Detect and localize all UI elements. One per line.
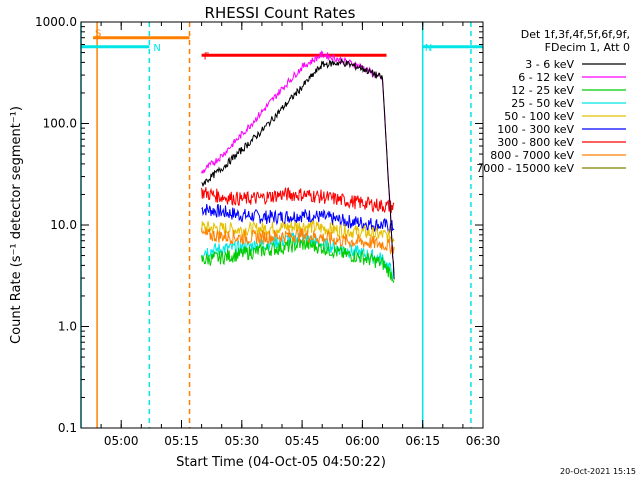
y-axis: 0.1 1.0 10.0 100.0 1000.0 bbox=[35, 15, 483, 435]
legend-label-2: 12 - 25 keV bbox=[511, 84, 574, 97]
legend-label-1: 6 - 12 keV bbox=[518, 71, 574, 84]
state-label-n-1: N bbox=[153, 43, 160, 54]
x-tick-label-0: 05:00 bbox=[104, 434, 139, 448]
state-label-f-3: F bbox=[204, 51, 210, 62]
series-line-800-7000-kev bbox=[201, 227, 395, 256]
y-tick-label-4: 1000.0 bbox=[35, 15, 77, 29]
x-tick-label-3: 05:45 bbox=[285, 434, 320, 448]
y-axis-label: Count Rate (s⁻¹ detector segment⁻¹) bbox=[9, 106, 24, 344]
legend-header-line-1: Det 1f,3f,4f,5f,6f,9f, bbox=[521, 28, 630, 41]
x-tick-label-1: 05:15 bbox=[164, 434, 199, 448]
series-line-3-6-kev bbox=[201, 58, 395, 280]
legend-label-3: 25 - 50 keV bbox=[511, 97, 574, 110]
state-label-n-2: N bbox=[425, 43, 432, 54]
legend-label-5: 100 - 300 keV bbox=[497, 123, 574, 136]
chart-title: RHESSI Count Rates bbox=[205, 4, 356, 22]
legend-label-7: 800 - 7000 keV bbox=[490, 149, 574, 162]
series-line-12-25-kev bbox=[201, 237, 395, 284]
x-axis: 05:00 05:15 05:30 05:45 06:00 06:15 06:30 bbox=[80, 22, 501, 448]
plot-area: S N N F bbox=[80, 22, 483, 428]
series-line-100-300-kev bbox=[201, 203, 395, 234]
x-tick-label-5: 06:15 bbox=[405, 434, 440, 448]
series-line-300-800-kev bbox=[201, 187, 395, 214]
timestamp: 20-Oct-2021 15:15 bbox=[560, 467, 636, 476]
legend-label-6: 300 - 800 keV bbox=[497, 136, 574, 149]
y-tick-label-2: 10.0 bbox=[50, 218, 77, 232]
legend-label-8: 7000 - 15000 keV bbox=[476, 162, 574, 175]
x-axis-label: Start Time (04-Oct-05 04:50:22) bbox=[176, 455, 386, 470]
legend: Det 1f,3f,4f,5f,6f,9f, FDecim 1, Att 0 3… bbox=[476, 28, 630, 175]
y-tick-label-0: 0.1 bbox=[58, 421, 77, 435]
x-tick-label-4: 06:00 bbox=[345, 434, 380, 448]
legend-header-line-2: FDecim 1, Att 0 bbox=[545, 41, 630, 54]
x-tick-label-6: 06:30 bbox=[466, 434, 501, 448]
state-label-s-0: S bbox=[95, 29, 101, 40]
x-tick-label-2: 05:30 bbox=[225, 434, 260, 448]
legend-label-0: 3 - 6 keV bbox=[525, 58, 574, 71]
y-tick-label-1: 1.0 bbox=[58, 320, 77, 334]
legend-label-4: 50 - 100 keV bbox=[504, 110, 574, 123]
y-tick-label-3: 100.0 bbox=[43, 117, 77, 131]
